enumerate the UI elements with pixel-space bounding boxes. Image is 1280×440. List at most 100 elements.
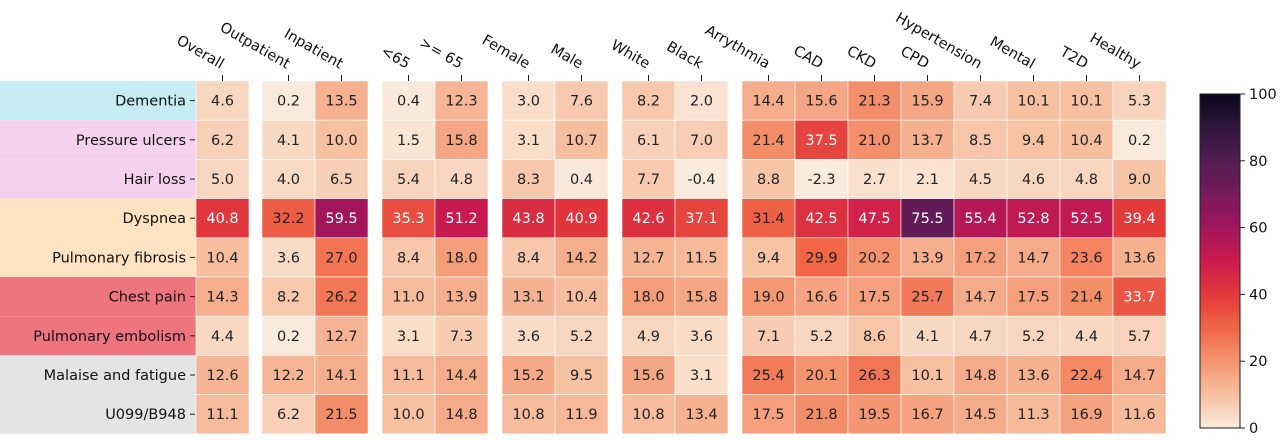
cell-value-label: 12.7 bbox=[325, 329, 357, 345]
heatmap-cell bbox=[554, 355, 609, 395]
cell-value-label: 9.5 bbox=[570, 368, 593, 384]
cell-value-label: 13.4 bbox=[685, 407, 717, 423]
cell-value-label: 11.1 bbox=[392, 368, 424, 384]
heatmap-cell bbox=[554, 315, 609, 356]
cell-value-label: 4.1 bbox=[277, 133, 300, 149]
cell-value-label: 13.5 bbox=[325, 94, 357, 110]
heatmap-cell bbox=[1112, 315, 1167, 356]
column-label: CPD bbox=[897, 44, 931, 73]
cell-value-label: 11.3 bbox=[1017, 407, 1049, 423]
cell-value-label: 7.3 bbox=[450, 329, 473, 345]
cell-value-label: 35.3 bbox=[392, 211, 424, 227]
cell-value-label: 10.8 bbox=[512, 407, 544, 423]
cell-value-label: 42.6 bbox=[632, 211, 664, 227]
cell-value-label: 14.3 bbox=[206, 290, 238, 306]
heatmap-cell bbox=[741, 119, 796, 160]
column-label: T2D bbox=[1056, 43, 1090, 72]
heatmap-cell bbox=[434, 394, 489, 435]
cell-value-label: 13.6 bbox=[1017, 368, 1049, 384]
cell-value-label: 3.6 bbox=[277, 250, 300, 266]
row-label: Dementia bbox=[115, 94, 186, 110]
cell-value-label: 8.4 bbox=[397, 250, 420, 266]
cell-value-label: 5.2 bbox=[570, 329, 593, 345]
cell-value-label: 5.2 bbox=[1022, 329, 1045, 345]
heatmap-cell bbox=[741, 276, 796, 317]
cell-value-label: 18.0 bbox=[632, 290, 664, 306]
heatmap-cell bbox=[900, 159, 955, 199]
heatmap-cell bbox=[794, 237, 849, 278]
heatmap-cell bbox=[621, 315, 676, 356]
heatmap-cell bbox=[554, 80, 609, 121]
cell-value-label: 0.2 bbox=[1128, 133, 1151, 149]
cell-value-label: 16.9 bbox=[1070, 407, 1102, 423]
cell-value-label: 15.9 bbox=[911, 94, 943, 110]
cell-value-label: 22.4 bbox=[1070, 368, 1102, 384]
cell-value-label: 12.7 bbox=[632, 250, 664, 266]
cell-value-label: 15.8 bbox=[445, 133, 477, 149]
cell-value-label: 7.7 bbox=[637, 172, 660, 188]
cell-value-label: 11.6 bbox=[1123, 407, 1155, 423]
cell-value-label: 13.1 bbox=[512, 290, 544, 306]
cell-value-label: 8.6 bbox=[863, 329, 886, 345]
cell-value-label: 13.9 bbox=[911, 250, 943, 266]
row-group-band bbox=[0, 159, 196, 199]
heatmap-cell bbox=[741, 237, 796, 278]
heatmap-cell bbox=[621, 394, 676, 435]
cell-value-label: 4.4 bbox=[1075, 329, 1098, 345]
heatmap-cell bbox=[314, 355, 369, 395]
row-group-band bbox=[0, 277, 196, 317]
cell-value-label: 25.4 bbox=[752, 368, 784, 384]
heatmap-cell bbox=[1112, 355, 1167, 395]
cell-value-label: 21.3 bbox=[858, 94, 890, 110]
cell-value-label: -0.4 bbox=[687, 172, 715, 188]
column-label: Arrythmia bbox=[702, 23, 772, 73]
cell-value-label: 12.3 bbox=[445, 94, 477, 110]
cell-value-label: 7.0 bbox=[690, 133, 713, 149]
cell-value-label: 15.2 bbox=[512, 368, 544, 384]
cell-value-label: 8.2 bbox=[277, 290, 300, 306]
row-label: Dyspnea bbox=[122, 211, 186, 227]
cell-value-label: 13.9 bbox=[445, 290, 477, 306]
heatmap-cell bbox=[195, 237, 250, 278]
cell-value-label: 4.7 bbox=[969, 329, 992, 345]
cell-value-label: 7.1 bbox=[757, 329, 780, 345]
cell-value-label: 14.8 bbox=[445, 407, 477, 423]
heatmap-cell bbox=[434, 119, 489, 160]
heatmap-cell bbox=[554, 198, 609, 239]
column-label: Male bbox=[548, 41, 586, 72]
heatmap-cell bbox=[953, 119, 1008, 160]
cell-value-label: 20.2 bbox=[858, 250, 890, 266]
cell-value-label: 11.0 bbox=[392, 290, 424, 306]
cell-value-label: 17.5 bbox=[1017, 290, 1049, 306]
row-group-band bbox=[0, 198, 196, 238]
heatmap-cell bbox=[314, 80, 369, 121]
cell-value-label: 12.6 bbox=[206, 368, 238, 384]
heatmap-cell bbox=[314, 159, 369, 199]
cell-value-label: 13.7 bbox=[911, 133, 943, 149]
heatmap-cell bbox=[554, 276, 609, 317]
heatmap-cell bbox=[953, 276, 1008, 317]
cell-value-label: 9.0 bbox=[1128, 172, 1151, 188]
heatmap-cell bbox=[1006, 159, 1061, 199]
cell-value-label: 10.4 bbox=[1070, 133, 1102, 149]
heatmap-cell bbox=[501, 355, 556, 395]
cell-value-label: 0.2 bbox=[277, 94, 300, 110]
heatmap-cell bbox=[501, 198, 556, 239]
cell-value-label: 21.0 bbox=[858, 133, 890, 149]
cell-value-label: 4.8 bbox=[1075, 172, 1098, 188]
cell-value-label: 14.2 bbox=[565, 250, 597, 266]
heatmap-cell bbox=[847, 315, 902, 356]
heatmap-cell bbox=[314, 276, 369, 317]
colorbar-tick-label: 80 bbox=[1249, 154, 1267, 170]
cell-value-label: 40.9 bbox=[565, 211, 597, 227]
heatmap-cell bbox=[195, 198, 250, 239]
heatmap-cell bbox=[195, 80, 250, 121]
heatmap-cell bbox=[501, 119, 556, 160]
column-label: Inpatient bbox=[281, 26, 346, 73]
heatmap-cell bbox=[434, 237, 489, 278]
cell-value-label: 23.6 bbox=[1070, 250, 1102, 266]
cell-value-label: 55.4 bbox=[964, 211, 996, 227]
column-label: Healthy bbox=[1087, 31, 1144, 73]
cell-value-label: 33.7 bbox=[1123, 290, 1155, 306]
heatmap-cell bbox=[621, 355, 676, 395]
